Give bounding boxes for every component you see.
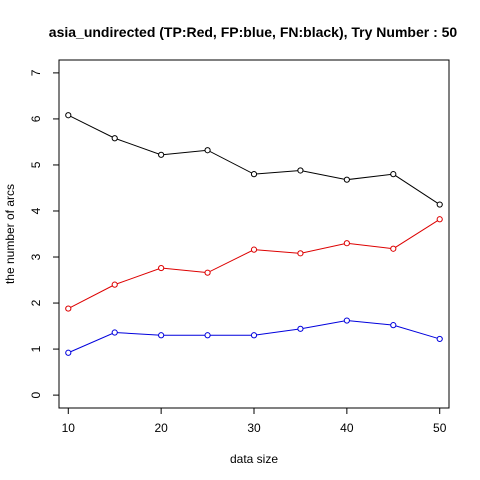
data-point: [204, 269, 211, 276]
data-point: [65, 305, 72, 312]
data-point: [390, 245, 397, 252]
series-1: [65, 112, 443, 208]
data-point: [158, 151, 165, 158]
data-point: [390, 171, 397, 178]
data-point: [343, 176, 350, 183]
data-point: [297, 250, 304, 257]
y-tick-label: 1: [29, 345, 43, 352]
x-tick-label: 50: [433, 421, 447, 435]
data-point: [250, 246, 258, 253]
x-tick-label: 30: [247, 421, 261, 435]
data-point: [297, 167, 304, 174]
x-axis: 10 20 30 40 50: [62, 408, 447, 435]
data-point: [436, 216, 443, 223]
data-point: [250, 171, 258, 178]
series-line: [68, 114, 440, 205]
y-tick-label: 6: [29, 115, 43, 122]
data-point: [204, 332, 211, 339]
data-point: [436, 201, 443, 208]
data-point: [436, 335, 443, 343]
series-layer: [65, 112, 443, 356]
data-point: [111, 329, 118, 336]
y-tick-label: 5: [29, 161, 43, 168]
data-point: [65, 349, 72, 356]
series-line: [68, 218, 440, 310]
data-point: [204, 147, 211, 154]
series-2: [65, 216, 443, 312]
data-point: [158, 332, 165, 339]
x-tick-label: 10: [62, 421, 76, 435]
plot-frame: [58, 59, 450, 409]
y-axis: 0 1 2 3 4 5 6 7: [29, 69, 59, 398]
data-point: [297, 325, 304, 332]
y-axis-label: the number of arcs: [3, 184, 17, 284]
chart-title: asia_undirected (TP:Red, FP:blue, FN:bla…: [49, 24, 458, 40]
data-point: [111, 281, 118, 288]
y-tick-label: 0: [29, 391, 43, 398]
data-point: [390, 322, 397, 329]
y-tick-label: 7: [29, 69, 43, 76]
data-point: [343, 240, 350, 247]
data-point: [65, 112, 72, 119]
series-3: [65, 317, 443, 356]
x-axis-label: data size: [230, 452, 278, 466]
data-point: [343, 317, 350, 324]
data-point: [111, 135, 118, 142]
data-point: [158, 264, 165, 272]
x-tick-label: 20: [154, 421, 168, 435]
x-tick-label: 40: [340, 421, 354, 435]
y-tick-label: 3: [29, 253, 43, 260]
data-point: [250, 332, 258, 339]
y-tick-label: 4: [29, 207, 43, 214]
y-tick-label: 2: [29, 299, 43, 306]
